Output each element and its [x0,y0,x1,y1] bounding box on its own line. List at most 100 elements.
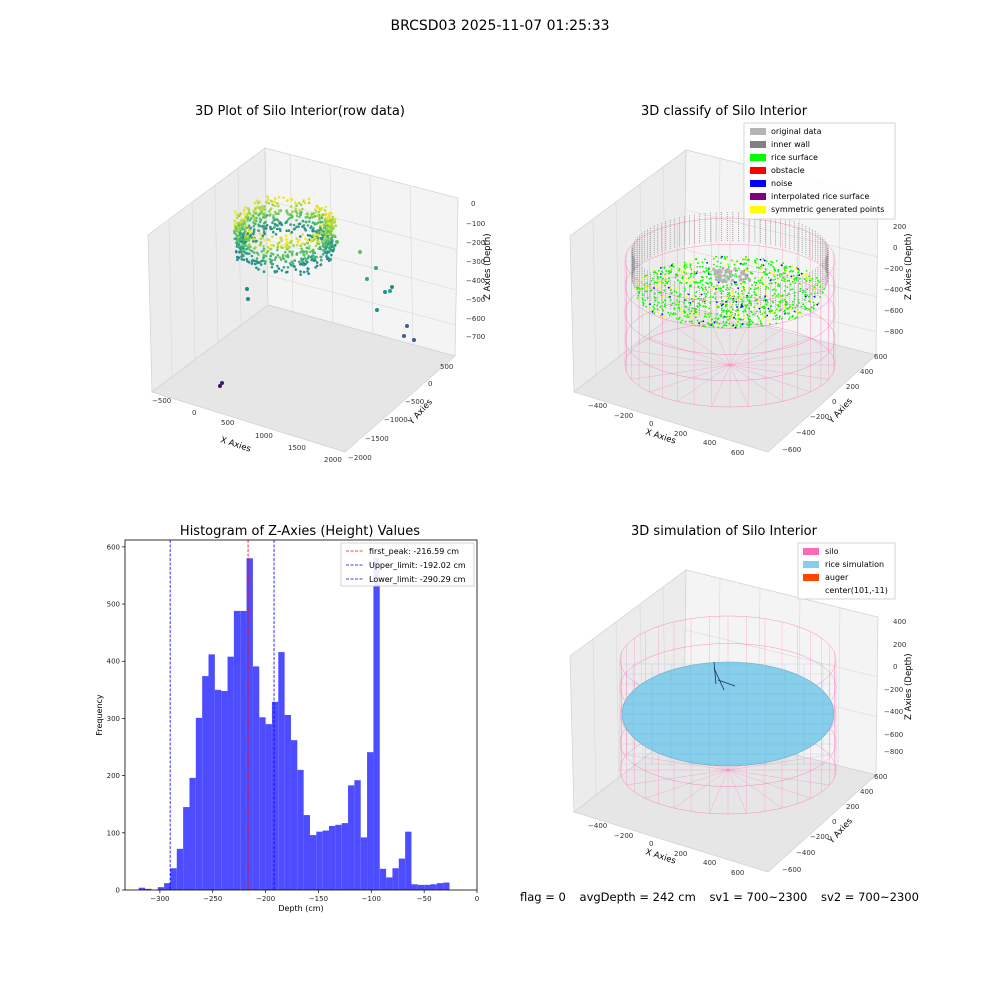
data-point [763,305,766,308]
data-point [663,266,666,269]
data-point [741,323,744,325]
data-point [284,260,287,263]
data-point [285,221,288,224]
data-point [329,219,332,222]
data-point [656,275,659,278]
data-point [284,242,288,246]
data-point [751,272,754,275]
data-point [295,244,299,247]
data-point [241,242,244,245]
data-point [262,228,266,231]
data-point [330,236,334,239]
data-point [728,275,731,278]
data-point [690,284,692,286]
data-point [705,306,707,308]
data-point [747,299,749,301]
data-point [250,261,254,265]
data-point [299,213,303,216]
data-point [735,298,738,300]
data-point [683,301,685,304]
p1-xtick: 1000 [255,432,273,440]
data-point [326,226,329,229]
data-point [734,318,737,320]
data-point [695,308,697,311]
data-point [709,296,712,298]
data-point [263,208,267,211]
data-point [644,290,646,293]
data-point [660,273,662,275]
data-point [777,268,780,271]
data-point [782,272,785,275]
data-point [675,303,678,306]
data-point [325,218,329,222]
data-point [254,239,258,243]
data-point [690,270,693,273]
data-point [641,277,643,280]
data-point [299,244,303,247]
data-point [746,268,748,271]
data-point [792,300,794,303]
data-point [737,319,740,321]
data-point [697,286,699,289]
data-point [747,317,750,319]
data-point [309,226,312,230]
data-point [645,285,648,288]
data-point [734,314,737,317]
data-point [240,227,244,231]
histogram-bar [221,690,228,890]
data-point [734,273,737,275]
data-point [759,311,761,313]
data-point [765,286,768,289]
data-point [318,217,321,220]
data-point [804,295,807,297]
data-point [326,230,330,233]
data-point [268,257,272,261]
data-point [757,285,760,287]
data-point [788,312,791,315]
data-point [676,263,679,266]
data-point [358,250,362,254]
data-point [236,224,239,227]
data-point [319,237,323,241]
y-tick-label: 0 [116,887,120,895]
data-point [800,272,803,275]
data-point [681,276,683,279]
p2-ztick: −600 [884,307,903,315]
data-point [243,228,246,231]
data-point [739,277,743,281]
data-point [748,302,751,304]
data-point [259,232,262,236]
data-point [291,262,295,265]
data-point [243,221,247,224]
data-point [771,289,774,291]
data-point [327,233,331,236]
data-point [260,209,264,212]
data-point [731,274,734,276]
silo-spoke [729,328,783,366]
data-point [324,224,328,228]
data-point [236,243,239,246]
data-point [279,229,282,233]
data-point [297,222,301,226]
data-point [326,250,329,254]
data-point [740,297,743,300]
data-point [798,274,801,277]
data-point [700,276,703,278]
data-point [724,305,727,307]
data-point [719,270,723,274]
data-point [239,245,243,248]
data-point [294,210,298,214]
data-point [678,300,681,303]
data-point [674,276,677,279]
data-point [725,321,728,323]
data-point [268,238,271,242]
data-point [756,310,758,313]
data-point [673,307,676,310]
data-point [731,325,734,327]
data-point [653,307,656,310]
data-point [324,205,328,209]
data-point [324,237,328,240]
legend-swatch [750,206,766,213]
data-point [722,315,725,318]
data-point [776,316,779,319]
